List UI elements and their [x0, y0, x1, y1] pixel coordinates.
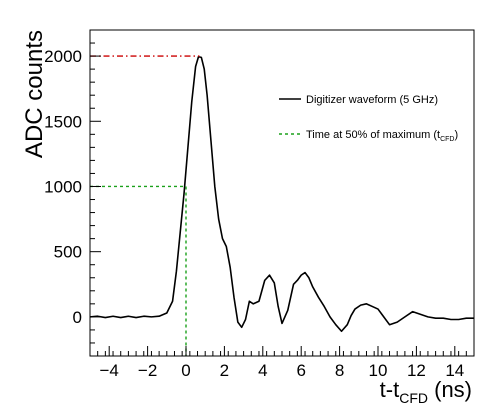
- plot-content: [89, 55, 474, 356]
- y-tick-label: 0: [73, 308, 82, 327]
- x-tick-label: 8: [335, 361, 344, 380]
- y-tick-labels: 0 500 1000 1500 2000: [44, 47, 82, 327]
- x-tick-label: 10: [369, 361, 388, 380]
- y-tick-label: 1500: [44, 112, 82, 131]
- legend-cfd-label: Time at 50% of maximum (tCFD): [306, 129, 458, 143]
- legend-cfd-label-main: Time at 50% of maximum (t: [306, 129, 440, 141]
- y-tick-label: 2000: [44, 47, 82, 66]
- legend: Digitizer waveform (5 GHz) Time at 50% o…: [279, 94, 458, 143]
- plot-frame: [89, 29, 475, 357]
- x-tick-label: 2: [220, 361, 229, 380]
- legend-cfd-label-sub: CFD: [440, 136, 454, 143]
- x-tick-label: 4: [258, 361, 267, 380]
- x-axis-label-main: t-t: [380, 377, 400, 402]
- y-tick-label: 500: [54, 243, 82, 262]
- legend-cfd-label-close: ): [454, 129, 458, 141]
- x-tick-label: 0: [181, 361, 190, 380]
- x-tick-labels: −4 −2 0 2 4 6 8 10 12 14: [100, 361, 465, 380]
- axis-ticks: [89, 29, 475, 357]
- x-tick-label: −2: [138, 361, 157, 380]
- x-tick-label: 6: [296, 361, 305, 380]
- x-tick-label: 12: [407, 361, 426, 380]
- x-axis-label-sub: CFD: [399, 390, 428, 406]
- x-axis-label-unit: (ns): [428, 377, 472, 402]
- x-axis-label: t-tCFD (ns): [380, 377, 472, 406]
- waveform-line: [89, 55, 474, 333]
- x-tick-label: −4: [100, 361, 119, 380]
- cfd-guide-line: [90, 185, 187, 356]
- legend-waveform-label: Digitizer waveform (5 GHz): [306, 94, 438, 106]
- y-tick-label: 1000: [44, 177, 82, 196]
- x-tick-label: 14: [445, 361, 464, 380]
- y-axis-label: ADC counts: [21, 30, 48, 158]
